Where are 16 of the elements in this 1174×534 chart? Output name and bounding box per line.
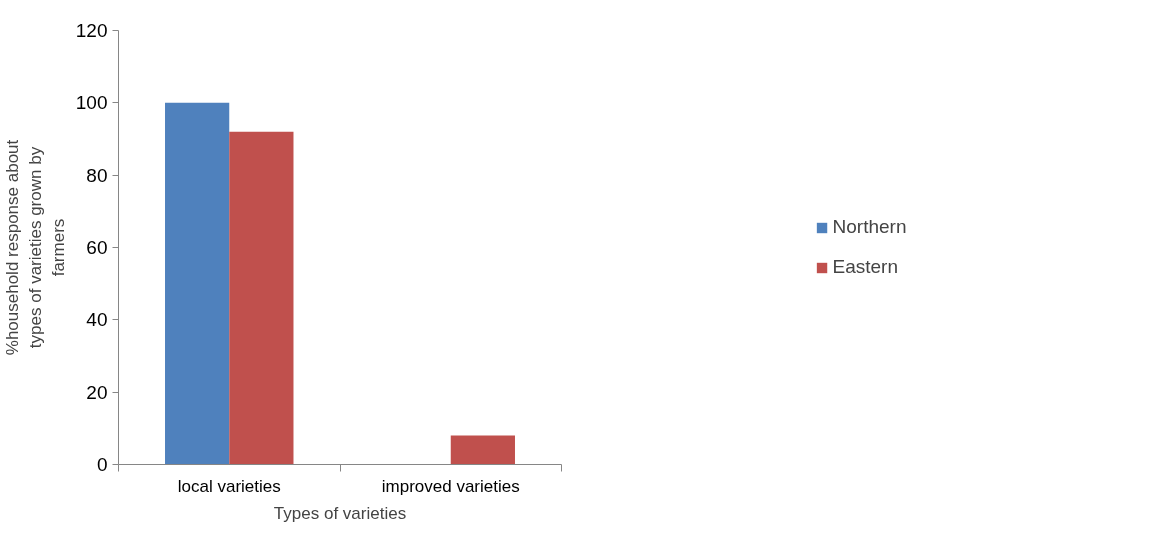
legend-label: Eastern [832, 256, 899, 278]
legend-label: Northern [832, 216, 907, 238]
y-axis-title: %household response about types of varieties grown by farmers [3, 139, 68, 356]
y-tick-label: 120 [75, 20, 108, 41]
y-tick-label: 80 [86, 164, 108, 186]
x-axis-title: Types of varieties [273, 503, 407, 523]
y-tick-label: 100 [75, 92, 108, 114]
x-tick-label: improved varieties [381, 476, 520, 496]
y-tick-label: 20 [86, 381, 108, 403]
bar [229, 131, 294, 465]
bar [165, 102, 230, 465]
y-tick-label: 40 [86, 309, 108, 331]
y-tick-label: 0 [96, 454, 108, 475]
x-tick-label: local varieties [177, 476, 281, 496]
y-tick-label: 60 [86, 237, 108, 258]
bar [450, 435, 515, 465]
